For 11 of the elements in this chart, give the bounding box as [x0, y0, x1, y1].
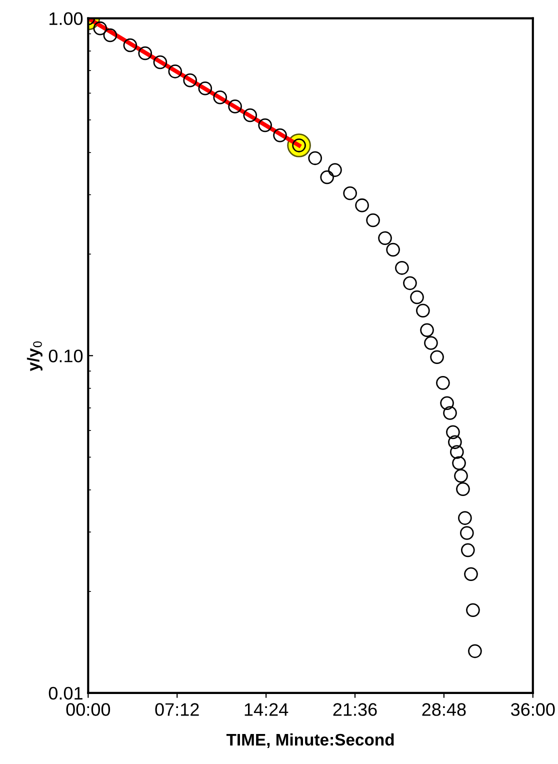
x-tick-label: 14:24	[244, 703, 288, 716]
x-axis-title: TIME, Minute:Second	[226, 733, 394, 748]
x-tick-label: 07:12	[155, 703, 199, 716]
y-tick-label: 0.10	[48, 350, 83, 362]
x-tick-label: 21:36	[333, 703, 377, 716]
x-tick-label: 00:00	[66, 703, 110, 716]
y-tick-label: 1.00	[50, 12, 83, 26]
x-tick-label: 28:48	[422, 703, 466, 716]
y-tick-label: 0.01	[48, 686, 82, 700]
y-axis-title: y/y$_{0}$	[26, 341, 42, 372]
x-tick-label: 36:00	[510, 703, 555, 716]
